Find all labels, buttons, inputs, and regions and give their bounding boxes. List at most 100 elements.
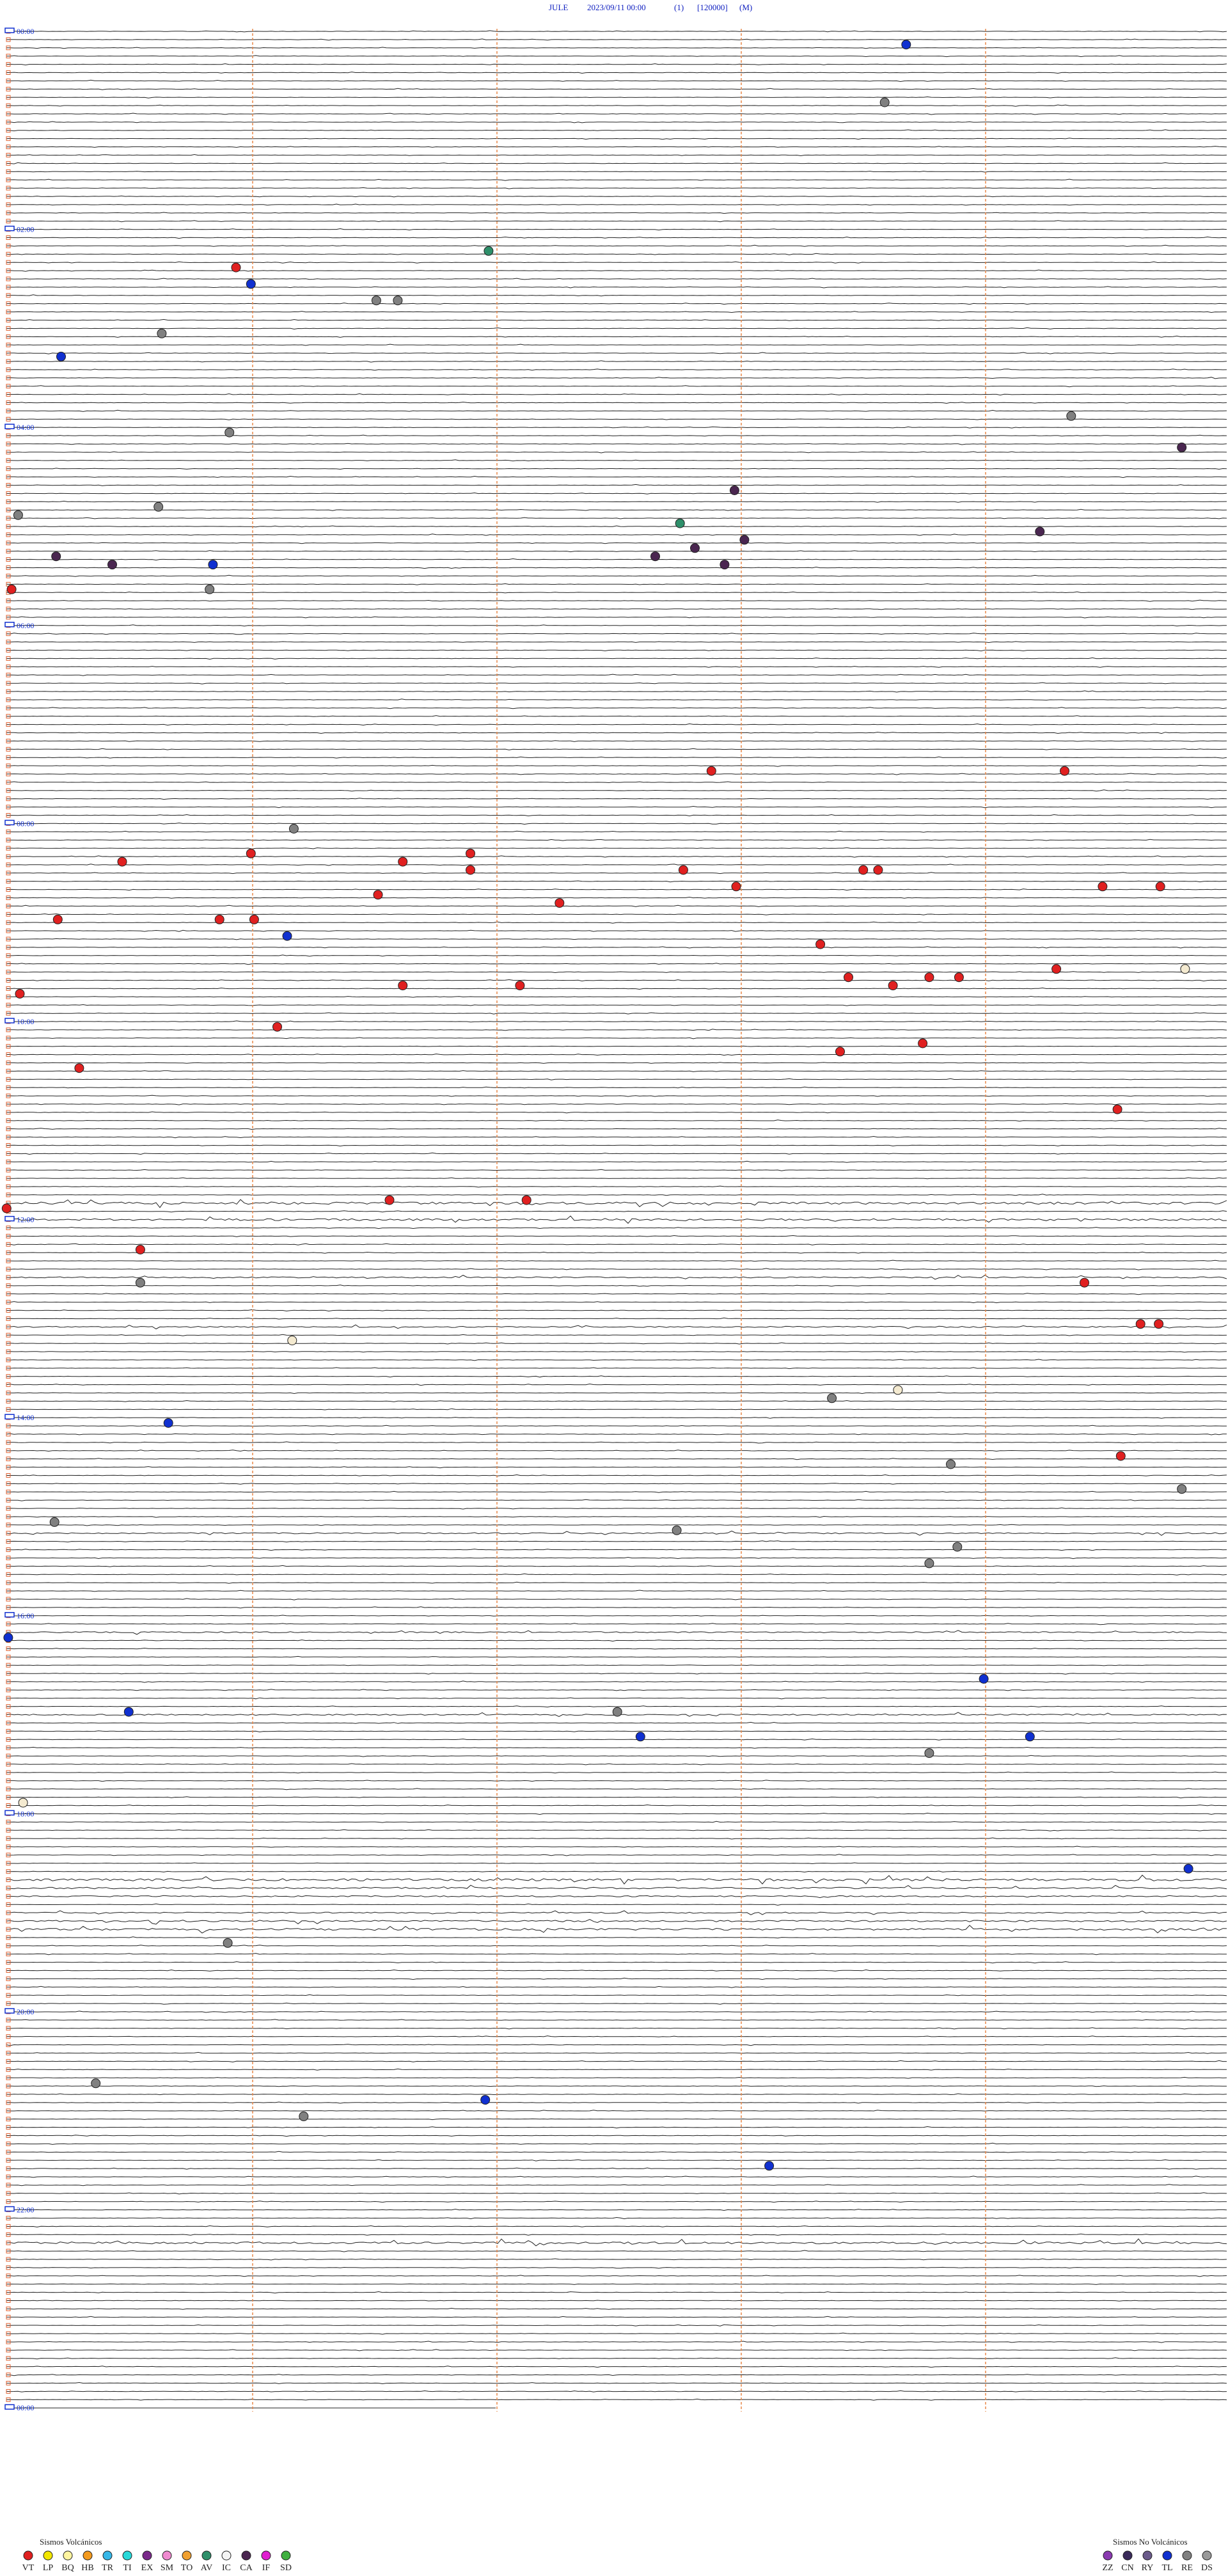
trace (6, 1565, 1227, 1567)
row-marker (6, 367, 11, 372)
row-marker (6, 2339, 11, 2344)
trace (6, 987, 1227, 990)
trace (6, 839, 1227, 841)
trace (6, 2002, 1227, 2005)
row-marker (6, 1085, 11, 1090)
event-dot (272, 1022, 282, 1032)
trace (6, 1507, 1227, 1510)
trace (6, 1235, 1227, 1237)
row-marker (6, 2348, 11, 2353)
row-marker (6, 1968, 11, 1973)
event-dot (893, 1385, 903, 1395)
trace (6, 500, 1227, 503)
trace (6, 1144, 1227, 1147)
trace (6, 641, 1227, 644)
legend: VT LP BQ HB TR TI EX SM TO AV IC CA IF SD ZZ CN RY TL RE DS (22, 2550, 1213, 2573)
event-dot (135, 1245, 145, 1254)
row-marker (6, 2240, 11, 2245)
row-marker (6, 1341, 11, 1346)
trace (6, 657, 1227, 660)
trace (6, 344, 1227, 346)
row-marker (6, 400, 11, 405)
trace (6, 1185, 1227, 1188)
row-marker (6, 2364, 11, 2369)
trace (6, 715, 1227, 717)
row-marker (6, 1976, 11, 1981)
trace (6, 1111, 1227, 1114)
legend-swatch (43, 2550, 53, 2561)
trace (6, 1812, 1227, 1815)
legend-swatch (122, 2550, 132, 2561)
trace (6, 525, 1227, 528)
row-marker (6, 458, 11, 463)
trace (6, 690, 1227, 693)
row-marker (6, 714, 11, 719)
trace (6, 2374, 1227, 2376)
trace (6, 723, 1227, 726)
trace (6, 1780, 1227, 1782)
trace (6, 30, 1227, 33)
trace (6, 1268, 1227, 1270)
trace (6, 162, 1227, 164)
trace (6, 402, 1227, 404)
time-grid: 00:00 02:00 04:00 06:00 08:00 10:00 12:00 14:00… (4, 27, 986, 2412)
row-marker (6, 2075, 11, 2080)
hour-label: 22:00 (17, 2206, 34, 2215)
row-marker (6, 1745, 11, 1750)
event-dot (946, 1459, 956, 1469)
row-marker (6, 1044, 11, 1049)
legend-label: TI (123, 2563, 132, 2573)
trace (6, 533, 1227, 536)
trace (6, 1215, 1227, 1224)
trace (6, 1738, 1227, 1741)
event-dot (480, 2095, 491, 2105)
trace (6, 352, 1227, 354)
events (1, 40, 1193, 2171)
event-dot (879, 97, 890, 107)
row-marker (6, 251, 11, 257)
trace (6, 1874, 1227, 1885)
trace (6, 550, 1227, 553)
legend-label: SD (280, 2563, 292, 2573)
row-marker (6, 2199, 11, 2204)
trace (6, 2258, 1227, 2261)
trace (6, 113, 1227, 115)
row-marker (6, 541, 11, 546)
hour-marker (4, 2206, 15, 2212)
event-dot (163, 1418, 173, 1428)
legend-swatch (83, 2550, 93, 2561)
row-marker (6, 1893, 11, 1899)
legend-title: Sismos No Volcánicos (1113, 2537, 1188, 2547)
row-marker (6, 153, 11, 157)
event-dot (1155, 881, 1165, 892)
row-marker (6, 475, 11, 480)
row-marker (6, 681, 11, 686)
row-marker (6, 1398, 11, 1403)
event-dot (612, 1707, 622, 1717)
trace (6, 121, 1227, 123)
event-dot (107, 560, 117, 570)
row-marker (6, 1605, 11, 1610)
legend-title: Sismos Volcánicos (40, 2537, 102, 2547)
trace (6, 2233, 1227, 2236)
row-marker (6, 1110, 11, 1115)
trace (6, 2068, 1227, 2071)
trace (6, 2035, 1227, 2037)
trace (6, 1689, 1227, 1691)
row-marker (6, 161, 11, 166)
legend-swatch (1122, 2550, 1133, 2561)
row-marker (6, 1167, 11, 1173)
event-dot (18, 1798, 28, 1808)
trace (6, 138, 1227, 140)
row-marker (6, 1159, 11, 1164)
row-marker (6, 2265, 11, 2270)
event-dot (521, 1195, 531, 1205)
row-marker (6, 796, 11, 802)
event-dot (1135, 1319, 1145, 1329)
row-marker (6, 1258, 11, 1263)
trace (6, 451, 1227, 454)
trace (6, 2110, 1227, 2112)
trace (6, 475, 1227, 478)
trace (6, 864, 1227, 866)
row-marker (6, 1233, 11, 1238)
